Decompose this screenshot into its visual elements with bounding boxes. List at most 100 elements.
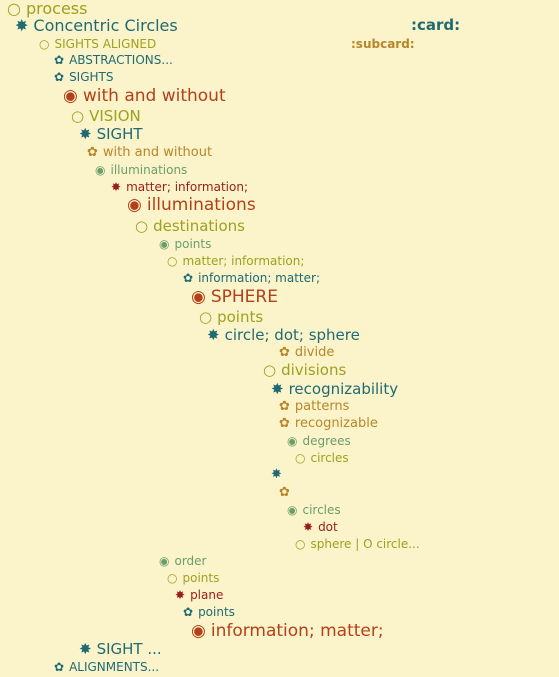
outline-node[interactable]: ○ VISION	[71, 109, 141, 124]
outline-node[interactable]: ◉ degrees	[287, 435, 351, 447]
outline-node-label: Concentric Circles	[33, 16, 178, 35]
outline-node[interactable]: ◉ information; matter;	[191, 623, 384, 640]
outline-node-label: SIGHTS ALIGNED	[54, 37, 157, 51]
outline-node[interactable]: ✿ recognizable	[279, 417, 378, 430]
circle-outline-bullet-icon[interactable]: ○	[167, 254, 178, 268]
outline-node[interactable]: ✿ ABSTRACTIONS...	[54, 54, 173, 66]
outline-node[interactable]: ◉ circles	[287, 504, 341, 516]
star-bullet-icon[interactable]: ✸	[111, 180, 122, 194]
circle-dot-bullet-icon[interactable]: ◉	[287, 503, 298, 517]
outline-node[interactable]: ✿ ALIGNMENTS...	[54, 661, 159, 673]
outline-node-label: SPHERE	[210, 287, 278, 307]
star-bullet-icon[interactable]: ✸	[79, 640, 92, 658]
outline-node[interactable]: ◉ illuminations	[95, 164, 187, 176]
outline-node[interactable]: ✸ recognizability	[271, 382, 398, 397]
flower-bullet-icon[interactable]: ✿	[279, 345, 290, 360]
circle-dot-bullet-icon[interactable]: ◉	[191, 621, 206, 641]
outline-node[interactable]: ◉ SPHERE	[191, 289, 278, 306]
outline-node[interactable]: ✿ patterns	[279, 400, 349, 413]
outline-node[interactable]: ✸ dot	[303, 521, 338, 533]
star-bullet-icon[interactable]: ✸	[175, 588, 186, 602]
star-bullet-icon[interactable]: ✸	[271, 467, 282, 482]
flower-bullet-icon[interactable]: ✿	[183, 271, 194, 285]
outline-node[interactable]: ◉ with and without	[63, 88, 226, 105]
outline-node[interactable]: ○ divisions	[263, 363, 346, 378]
outline-node[interactable]: ✿	[279, 486, 295, 499]
outline-node[interactable]: ✸ Concentric Circles	[15, 18, 178, 34]
circle-outline-bullet-icon[interactable]: ○	[295, 451, 306, 465]
outline-node[interactable]: ○ destinations	[135, 219, 245, 234]
flower-bullet-icon[interactable]: ✿	[54, 70, 65, 84]
outline-node[interactable]: ○ points	[167, 572, 219, 584]
outline-node-label: recognizable	[294, 416, 378, 431]
outline-node[interactable]: ✸ plane	[175, 589, 223, 601]
outline-node[interactable]: ✸ SIGHT	[79, 127, 143, 142]
outline-node-label: points	[182, 571, 220, 585]
circle-dot-bullet-icon[interactable]: ◉	[159, 554, 170, 568]
outline-node[interactable]: ✿ SIGHTS	[54, 71, 114, 83]
outline-node-label: points	[174, 237, 212, 251]
outline-node[interactable]: ✿ information; matter;	[183, 272, 320, 284]
flower-bullet-icon[interactable]: ✿	[54, 53, 65, 67]
outline-node[interactable]: ○ points	[199, 310, 263, 325]
circle-dot-bullet-icon[interactable]: ◉	[159, 237, 170, 251]
outline-node[interactable]: ○ process	[7, 1, 87, 17]
star-bullet-icon[interactable]: ✸	[207, 326, 220, 344]
outline-node[interactable]: ✸ circle; dot; sphere	[207, 328, 360, 343]
circle-dot-bullet-icon[interactable]: ◉	[63, 86, 78, 106]
star-bullet-icon[interactable]: ✸	[271, 380, 284, 398]
circle-outline-bullet-icon[interactable]: ○	[295, 537, 306, 551]
outline-node-label: divisions	[281, 361, 347, 379]
outline-node[interactable]: ✸	[271, 468, 287, 481]
outline-node[interactable]: ○ matter; information;	[167, 255, 304, 267]
outline-node[interactable]: ◉ illuminations	[127, 197, 256, 214]
subcard-tag[interactable]: :subcard:	[351, 37, 415, 51]
outline-node-label: SIGHT	[96, 125, 143, 143]
circle-outline-bullet-icon[interactable]: ○	[167, 571, 178, 585]
flower-bullet-icon[interactable]: ✿	[54, 660, 65, 674]
star-bullet-icon[interactable]: ✸	[15, 16, 29, 35]
circle-outline-bullet-icon[interactable]: ○	[39, 37, 50, 51]
outline-node[interactable]: ✿ divide	[279, 346, 334, 359]
circle-outline-bullet-icon[interactable]: ○	[7, 0, 21, 18]
outline-node[interactable]: ✿ points	[183, 606, 235, 618]
outline-node-label: patterns	[294, 399, 350, 414]
outline-node-label: illuminations	[146, 195, 256, 215]
outline-node[interactable]: ✿ with and without	[87, 146, 212, 159]
circle-dot-bullet-icon[interactable]: ◉	[95, 163, 106, 177]
outline-node[interactable]: ○ sphere | O circle...	[295, 538, 420, 550]
outline-node[interactable]: ✸ SIGHT ...	[79, 642, 162, 657]
circle-dot-bullet-icon[interactable]: ◉	[287, 434, 298, 448]
flower-bullet-icon[interactable]: ✿	[279, 485, 290, 500]
flower-bullet-icon[interactable]: ✿	[87, 145, 98, 160]
circle-dot-bullet-icon[interactable]: ◉	[127, 195, 142, 215]
outline-node-label: sphere | O circle...	[310, 537, 420, 551]
outline-node[interactable]: ○ SIGHTS ALIGNED	[39, 38, 156, 50]
outline-node-label: circle; dot; sphere	[224, 326, 360, 344]
circle-outline-bullet-icon[interactable]: ○	[71, 107, 85, 125]
outline-node-label: points	[217, 308, 264, 326]
outline-node-label: illuminations	[110, 163, 188, 177]
circle-dot-bullet-icon[interactable]: ◉	[191, 287, 206, 307]
outline-node-label: matter; information;	[126, 180, 248, 194]
circle-outline-bullet-icon[interactable]: ○	[199, 308, 213, 326]
flower-bullet-icon[interactable]: ✿	[183, 605, 194, 619]
circle-outline-bullet-icon[interactable]: ○	[135, 217, 149, 235]
card-tag[interactable]: :card:	[411, 16, 461, 34]
outline-node-label: divide	[294, 345, 335, 360]
outline-node[interactable]: ◉ points	[159, 238, 211, 250]
outline-node-label: dot	[318, 520, 338, 534]
flower-bullet-icon[interactable]: ✿	[279, 416, 290, 431]
outline-node-label: with and without	[82, 86, 226, 106]
flower-bullet-icon[interactable]: ✿	[279, 399, 290, 414]
outline-node-label: points	[198, 605, 235, 619]
star-bullet-icon[interactable]: ✸	[303, 520, 314, 534]
outline-node[interactable]: ◉ order	[159, 555, 206, 567]
outline-node[interactable]: ○ circles	[295, 452, 349, 464]
outline-node[interactable]: ✸ matter; information;	[111, 181, 248, 193]
circle-outline-bullet-icon[interactable]: ○	[263, 361, 277, 379]
star-bullet-icon[interactable]: ✸	[79, 125, 92, 143]
outline-node-label: ABSTRACTIONS...	[69, 53, 173, 67]
outline-node-label: VISION	[89, 107, 141, 125]
